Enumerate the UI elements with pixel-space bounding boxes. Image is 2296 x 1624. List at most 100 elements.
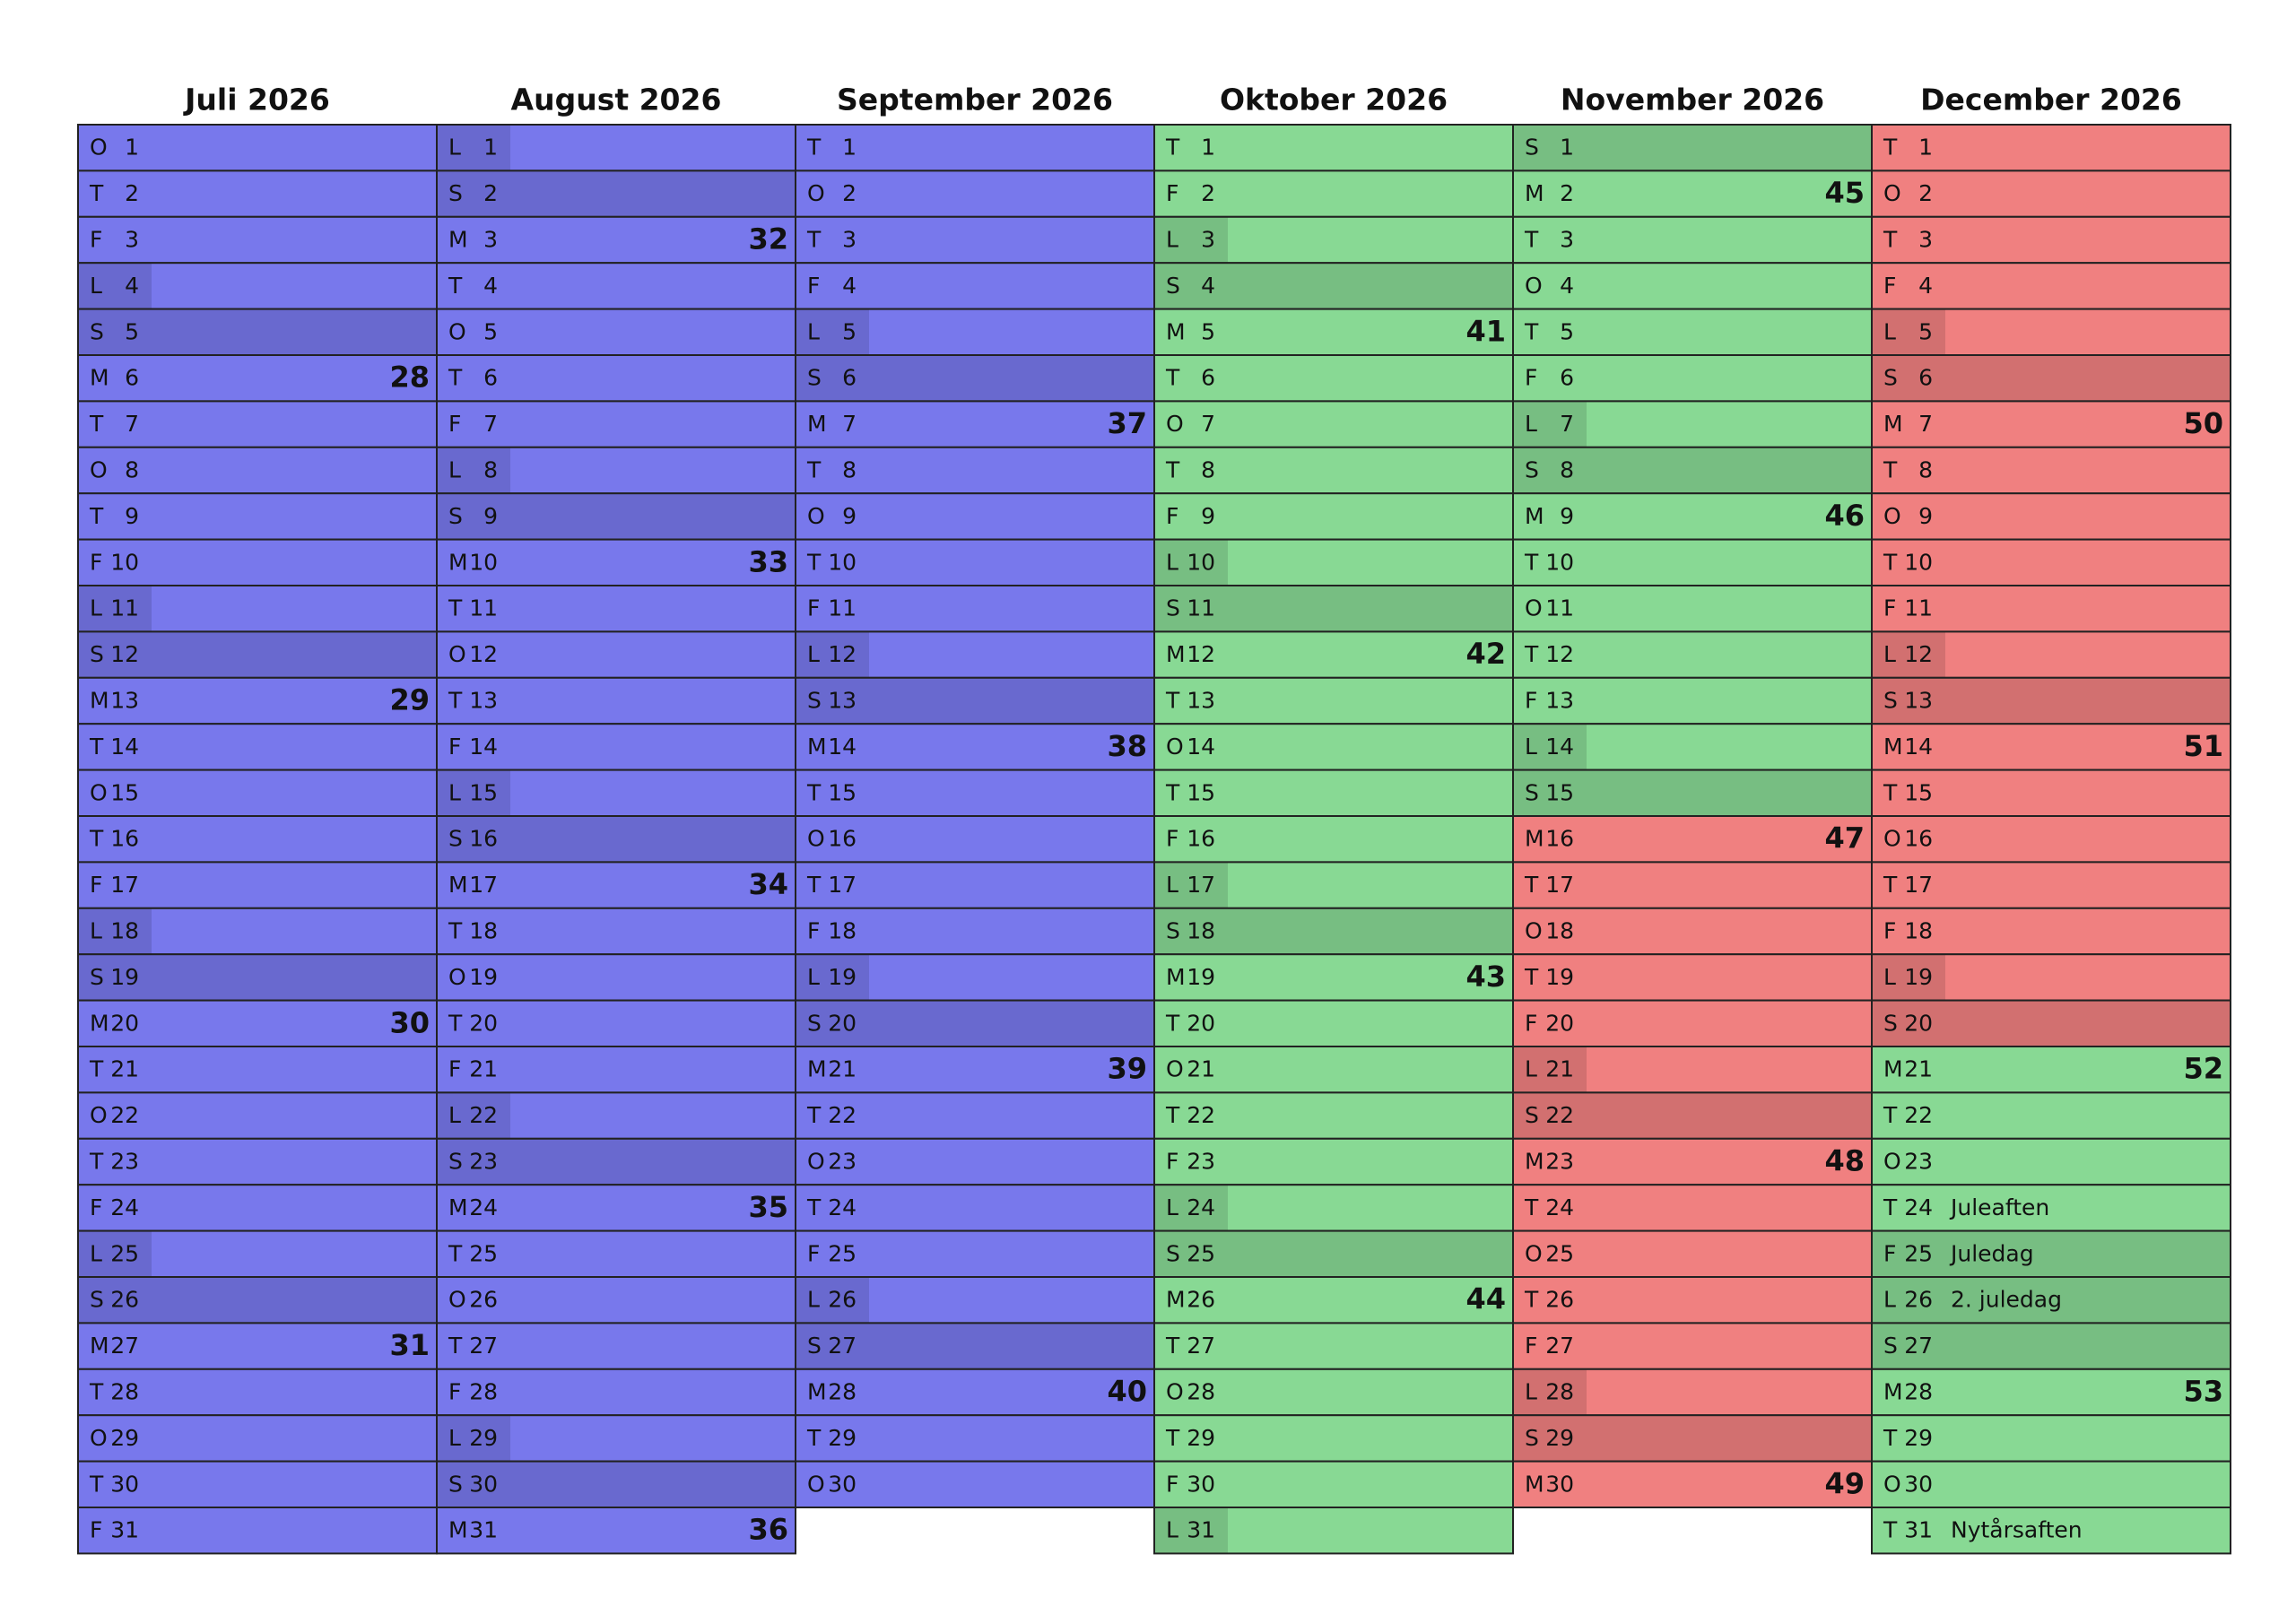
weekday: M (448, 1517, 468, 1543)
week-number: 38 (1107, 729, 1147, 763)
day-number: 19 (828, 964, 857, 990)
week-number: 53 (2183, 1375, 2223, 1409)
weekday: O (1166, 411, 1184, 437)
day-cell (1872, 1461, 2231, 1507)
weekday: T (1165, 365, 1180, 391)
weekday: L (807, 318, 820, 344)
day-cell (437, 954, 796, 1001)
day-cell (796, 769, 1154, 816)
week-number: 48 (1824, 1144, 1865, 1178)
day-row: M 20 30 (77, 999, 438, 1047)
day-cell (437, 401, 796, 447)
day-cell (1513, 170, 1872, 217)
day-cell (78, 1138, 437, 1185)
weekday: F (1525, 365, 1537, 391)
weekday: S (1883, 688, 1898, 714)
day-number: 6 (842, 365, 857, 391)
day-number: 5 (1918, 318, 1933, 344)
day-row: S 19 (77, 953, 438, 1002)
weekday: M (807, 1379, 827, 1405)
day-cell (796, 1000, 1154, 1046)
month-title: Oktober 2026 (1220, 83, 1448, 117)
weekday: O (448, 1287, 466, 1313)
day-number: 17 (110, 872, 139, 898)
weekday: O (90, 1425, 108, 1451)
day-cell (1154, 1138, 1513, 1185)
day-cell (1513, 493, 1872, 540)
weekday: F (1166, 1471, 1178, 1497)
day-row: T 17 (1871, 861, 2231, 909)
weekday: F (1166, 503, 1178, 529)
day-row: L 28 (1512, 1368, 1873, 1417)
day-row: L 25 (77, 1229, 438, 1278)
day-cell (437, 1277, 796, 1324)
day-row: T 23 (77, 1137, 438, 1186)
weekday: T (89, 1149, 104, 1175)
day-cell (78, 447, 437, 494)
day-number: 29 (1545, 1425, 1574, 1451)
weekend-shade (1154, 586, 1513, 632)
day-cell (1154, 1368, 1513, 1416)
weekday: M (90, 1333, 109, 1359)
weekday: S (90, 641, 104, 667)
day-row: T 20 (436, 999, 796, 1047)
weekend-shade (78, 1230, 152, 1277)
weekend-shade (437, 816, 796, 863)
day-row: O 30 (795, 1460, 1155, 1508)
weekday: O (1525, 918, 1543, 944)
weekday: T (89, 1056, 104, 1082)
day-row: T 31 Nytårsaften (1871, 1507, 2231, 1555)
day-cell (1154, 769, 1513, 816)
day-row: L 29 (436, 1414, 796, 1463)
weekday: F (807, 273, 820, 299)
day-cell (1513, 539, 1872, 586)
weekend-shade (1154, 216, 1228, 264)
day-row: O 19 (436, 953, 796, 1002)
weekend-shade (1872, 677, 2231, 725)
day-row: L 19 (795, 953, 1155, 1002)
day-cell (1872, 1138, 2231, 1185)
holiday-name: Nytårsaften (1951, 1517, 2083, 1543)
day-cell (1513, 1277, 1872, 1324)
day-number: 17 (469, 872, 498, 898)
weekend-shade (437, 1415, 510, 1462)
day-cell (1872, 1277, 2231, 1324)
day-cell (437, 1046, 796, 1093)
holiday-name: Juleaften (1949, 1194, 2049, 1220)
day-number: 13 (828, 688, 857, 714)
day-cell (1872, 1046, 2231, 1093)
day-number: 14 (110, 734, 139, 760)
day-cell (1154, 954, 1513, 1001)
day-number: 23 (828, 1149, 857, 1175)
day-cell (78, 954, 437, 1001)
weekend-shade (796, 1323, 1154, 1369)
day-number: 4 (1201, 273, 1215, 299)
weekday: T (1883, 549, 1898, 575)
day-number: 9 (125, 503, 139, 529)
weekday: F (1525, 1010, 1537, 1036)
day-number: 6 (125, 365, 139, 391)
day-cell (1513, 677, 1872, 725)
weekday: M (1883, 734, 1903, 760)
weekday: S (807, 1010, 822, 1036)
day-cell (1513, 216, 1872, 264)
day-number: 13 (1187, 688, 1215, 714)
day-cell (78, 1000, 437, 1046)
day-cell (1513, 1092, 1872, 1139)
day-number: 24 (110, 1194, 139, 1220)
day-cell (1513, 1323, 1872, 1369)
day-cell (1154, 1507, 1513, 1554)
weekday: S (1525, 779, 1539, 805)
day-row: T 13 (436, 676, 796, 725)
day-row: T 10 (1871, 538, 2231, 586)
week-number: 47 (1824, 821, 1865, 855)
weekday: L (90, 1240, 102, 1266)
day-cell (1872, 1230, 2231, 1277)
